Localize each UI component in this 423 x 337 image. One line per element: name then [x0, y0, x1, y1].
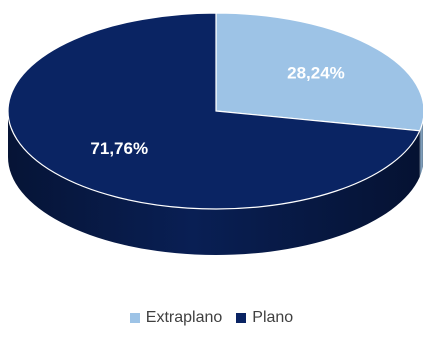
data-label-plano: 71,76%: [90, 139, 148, 158]
pie-slice-extraplano: [215, 12, 423, 132]
legend: Extraplano Plano: [0, 309, 423, 327]
pie-side-plano: [8, 111, 420, 255]
pie-slice-plano: [7, 12, 421, 210]
legend-label-plano: Plano: [252, 309, 294, 326]
legend-item-extraplano: Extraplano: [129, 309, 223, 327]
legend-swatch-extraplano: [129, 313, 140, 323]
pie-side-extraplano: [419, 120, 423, 177]
legend-label-extraplano: Extraplano: [145, 309, 223, 326]
data-label-extraplano: 28,24%: [287, 64, 345, 83]
legend-item-plano: Plano: [236, 309, 293, 327]
legend-swatch-plano: [236, 313, 247, 323]
